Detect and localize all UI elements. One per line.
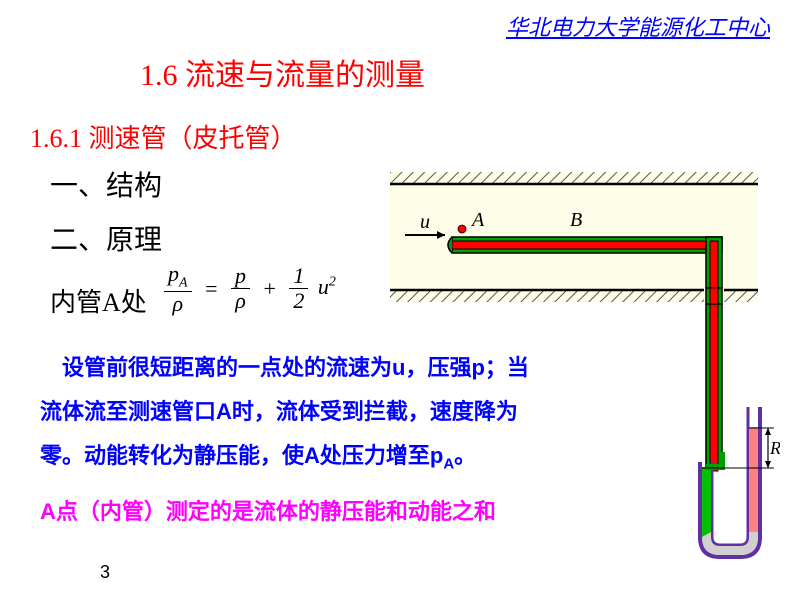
heading-structure: 一、结构 bbox=[50, 164, 162, 204]
page-number: 3 bbox=[100, 562, 110, 583]
label-u: u bbox=[420, 211, 430, 233]
bernoulli-equation: pA ρ = p ρ + 1 2 u2 bbox=[160, 262, 336, 316]
section-title: 1.6 流速与流量的测量 bbox=[140, 50, 425, 94]
heading-principle: 二、原理 bbox=[50, 218, 162, 258]
label-B: B bbox=[570, 209, 582, 231]
institution-header: 华北电力大学能源化工中心 bbox=[506, 10, 770, 42]
label-A: A bbox=[470, 209, 485, 231]
pitot-tube-diagram: u A B R bbox=[390, 172, 780, 572]
label-R: R bbox=[769, 438, 780, 458]
subsection-title: 1.6.1 测速管（皮托管） bbox=[30, 118, 297, 155]
equation-label: 内管A处 bbox=[50, 282, 147, 319]
